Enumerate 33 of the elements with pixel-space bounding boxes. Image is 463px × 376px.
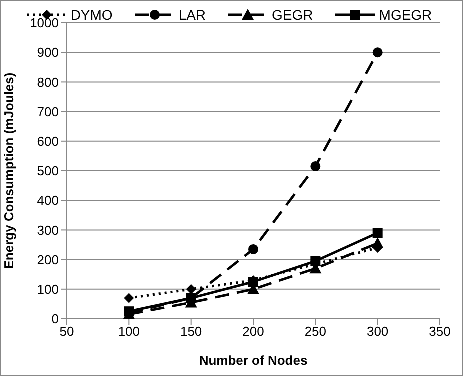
x-tick-label: 200 — [242, 324, 264, 340]
y-tick-label: 1000 — [30, 16, 59, 31]
x-axis-title: Number of Nodes — [199, 353, 308, 368]
y-axis-title: Energy Consumption (mJoules) — [2, 72, 17, 270]
x-tick-label: 50 — [60, 324, 74, 340]
y-tick-label: 400 — [37, 193, 59, 208]
point — [310, 256, 321, 266]
legend-label: LAR — [178, 7, 206, 23]
point — [372, 228, 383, 238]
point — [372, 238, 384, 249]
y-tick-label: 900 — [37, 45, 59, 60]
y-tick-label: 600 — [37, 134, 59, 150]
point — [310, 162, 321, 172]
y-tick-label: 100 — [37, 282, 59, 298]
y-tick-label: 800 — [37, 74, 59, 90]
point — [186, 293, 196, 304]
y-tick-label: 0 — [52, 312, 59, 327]
x-tick-label: 100 — [118, 324, 140, 340]
x-tick-label: 250 — [304, 324, 327, 340]
legend-label: DYMO — [70, 7, 113, 23]
x-tick-label: 150 — [180, 324, 202, 340]
y-tick-label: 300 — [37, 222, 59, 238]
point — [248, 244, 258, 254]
x-tick-label: 300 — [366, 324, 389, 340]
point — [186, 284, 196, 294]
legend-label: MGEGR — [378, 7, 432, 23]
legend-label: GEGR — [271, 7, 314, 23]
y-tick-label: 500 — [37, 164, 59, 179]
point — [372, 48, 383, 58]
y-tick-label: 700 — [37, 104, 59, 120]
y-tick-label: 200 — [37, 252, 59, 268]
point — [124, 293, 134, 304]
x-tick-label: 350 — [429, 324, 451, 340]
